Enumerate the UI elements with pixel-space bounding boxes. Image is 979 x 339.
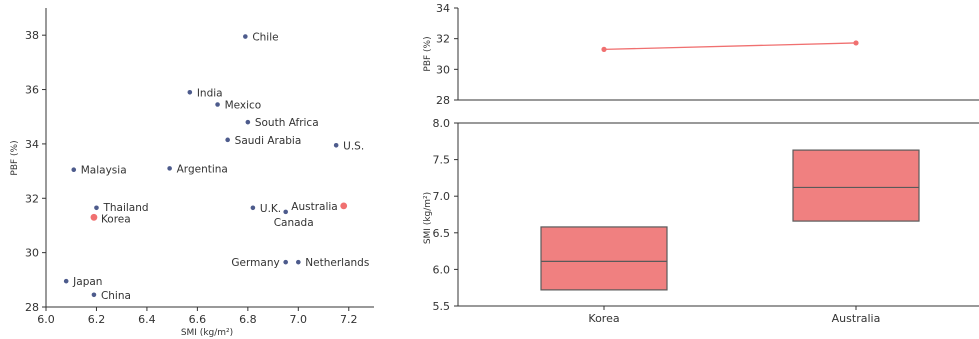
box-y-tick-label: 5.5 [433, 300, 451, 313]
box-category-labels: Korea Australia [588, 306, 880, 325]
scatter-point [340, 202, 348, 210]
box-series [540, 149, 920, 291]
scatter-point-label: Argentina [177, 163, 228, 175]
scatter-point-label: Thailand [102, 202, 148, 214]
scatter-point-label: Netherlands [305, 257, 369, 269]
scatter-point-label: U.S. [343, 140, 364, 152]
scatter-x-tick-label: 6.6 [189, 313, 207, 326]
scatter-point-label: Australia [291, 201, 337, 213]
box-category-label: Australia [832, 312, 881, 325]
line-y-tick-label: 32 [436, 33, 450, 46]
box-y-ticks: 5.5 6.0 6.5 7.0 7.5 8.0 [433, 117, 458, 313]
box-rect [540, 226, 668, 291]
scatter-x-tick-label: 7.0 [290, 313, 308, 326]
scatter-y-tick-label: 30 [25, 247, 39, 260]
scatter-x-tick-label: 6.0 [37, 313, 55, 326]
line-series [601, 40, 859, 53]
scatter-point-label: India [197, 87, 223, 99]
line-y-tick-label: 28 [436, 94, 450, 107]
scatter-x-tick-label: 7.2 [340, 313, 358, 326]
scatter-point [167, 166, 172, 171]
scatter-y-tick-label: 34 [25, 138, 39, 151]
scatter-y-tick-label: 38 [25, 29, 39, 42]
scatter-point [63, 278, 69, 284]
scatter-point [296, 259, 301, 265]
line-y-axis-title: PBF (%) [423, 36, 433, 71]
scatter-point [94, 205, 99, 211]
box-panel: 5.5 6.0 6.5 7.0 7.5 8.0 SMI (kg/m²) Korea Aust… [423, 117, 979, 325]
scatter-point [250, 205, 256, 211]
box-rect [792, 149, 920, 222]
scatter-y-axis-title: PBF (%) [10, 140, 20, 175]
line-y-tick-label: 34 [436, 2, 450, 15]
scatter-point-label: Canada [274, 217, 314, 229]
scatter-point-label: Malaysia [81, 165, 127, 177]
scatter-x-tick-label: 6.4 [138, 313, 156, 326]
scatter-point [71, 167, 77, 173]
scatter-x-tick-label: 6.8 [239, 313, 257, 326]
line-path [603, 42, 857, 51]
line-y-ticks: 28 30 32 34 [436, 2, 458, 107]
scatter-y-tick-label: 28 [25, 301, 39, 314]
scatter-x-tick-label: 6.2 [88, 313, 106, 326]
scatter-point [187, 89, 193, 95]
scatter-point-label: Saudi Arabia [235, 135, 302, 147]
scatter-point [91, 292, 97, 298]
box-category-label: Korea [588, 312, 619, 325]
line-y-tick-label: 30 [436, 63, 450, 76]
line-point [853, 40, 859, 46]
scatter-point-label: U.K. [260, 203, 281, 215]
scatter-panel: 6.0 6.2 6.4 6.6 6.8 7.0 7.2 28 30 32 34 36 38 SMI (… [10, 8, 374, 338]
scatter-point-label: Chile [252, 32, 278, 44]
scatter-y-ticks: 28 30 32 34 36 38 [25, 29, 46, 314]
scatter-x-ticks: 6.0 6.2 6.4 6.6 6.8 7.0 7.2 [37, 307, 358, 326]
scatter-point-label: Mexico [225, 99, 262, 111]
line-panel: 28 30 32 34 PBF (%) [423, 2, 979, 107]
scatter-point-label: China [101, 290, 131, 302]
box-y-axis-title: SMI (kg/m²) [423, 192, 433, 244]
scatter-point-label: South Africa [255, 117, 319, 129]
scatter-point [333, 142, 339, 148]
scatter-y-tick-label: 36 [25, 84, 39, 97]
scatter-y-tick-label: 32 [25, 192, 39, 205]
line-point [601, 46, 607, 53]
scatter-x-axis-title: SMI (kg/m²) [181, 328, 233, 338]
box-y-tick-label: 8.0 [433, 117, 451, 130]
box-y-tick-label: 7.5 [433, 154, 451, 167]
scatter-point [225, 137, 230, 143]
scatter-point [243, 34, 248, 39]
box-y-tick-label: 7.0 [433, 190, 451, 203]
scatter-point [90, 213, 98, 221]
box-y-tick-label: 6.0 [433, 263, 451, 276]
scatter-point [283, 259, 288, 265]
scatter-point-label: Germany [231, 257, 279, 269]
box-y-tick-label: 6.5 [433, 227, 451, 240]
scatter-point [215, 102, 220, 107]
scatter-point [283, 209, 288, 215]
scatter-point [245, 119, 251, 125]
scatter-point-label: Japan [72, 276, 102, 288]
scatter-point-label: Korea [101, 213, 131, 225]
